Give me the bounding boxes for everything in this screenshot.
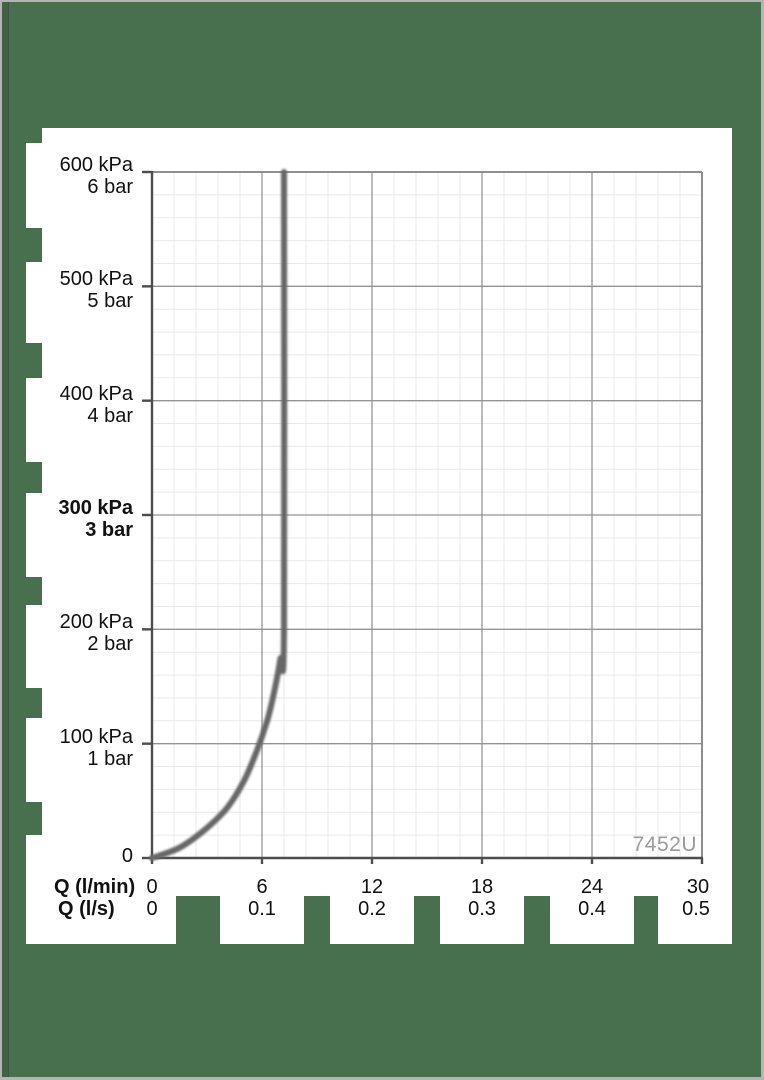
x-tick-backplate-24 <box>550 896 634 944</box>
y-label-kpa: 300 kPa <box>58 497 133 519</box>
x-tick-lmin-24: 24 <box>580 876 604 898</box>
x-tick-lmin-0: 0 <box>146 876 158 898</box>
y-label-backplate-100 <box>26 718 46 802</box>
x-tick-ls-0: 0 <box>146 898 158 920</box>
y-label-bar: 5 bar <box>87 290 133 312</box>
y-label-backplate-400 <box>26 378 46 462</box>
y-label-kpa: 200 kPa <box>59 611 133 633</box>
y-label-bar: 4 bar <box>87 405 133 427</box>
y-label-kpa: 400 kPa <box>59 383 133 405</box>
page-border-top <box>0 0 764 2</box>
y-axis-label-1: 500 kPa 5 bar <box>26 268 133 312</box>
y-axis-zero-label: 0 <box>121 845 133 867</box>
x-tick-ls-01: 0.1 <box>248 898 276 920</box>
x-tick-ls-02: 0.2 <box>358 898 386 920</box>
product-code-watermark: 7452U <box>632 833 697 856</box>
y-label-backplate-300 <box>26 493 46 577</box>
x-tick-lmin-12: 12 <box>360 876 384 898</box>
left-edge-shadow <box>2 2 9 1077</box>
x-tick-lmin-6: 6 <box>256 876 268 898</box>
x-tick-lmin-18: 18 <box>470 876 494 898</box>
x-axis-unit-ls: Q (l/s) <box>58 898 115 920</box>
x-tick-ls-05: 0.5 <box>682 898 710 920</box>
x-tick-ls-04: 0.4 <box>578 898 606 920</box>
x-tick-backplate-6 <box>220 896 304 944</box>
y-axis-label-3: 300 kPa 3 bar <box>26 497 133 541</box>
y-label-bar: 1 bar <box>87 748 133 770</box>
y-label-kpa: 600 kPa <box>59 154 133 176</box>
y-label-bar: 3 bar <box>85 519 133 541</box>
page-border-bottom <box>0 1077 764 1080</box>
page-border-right <box>761 0 764 1080</box>
y-axis-label-4: 200 kPa 2 bar <box>26 611 133 655</box>
x-tick-backplate-30 <box>658 896 732 944</box>
y-label-backplate-600 <box>26 143 46 228</box>
x-tick-backplate-18 <box>440 896 524 944</box>
y-axis-label-5: 100 kPa 1 bar <box>26 726 133 770</box>
chart-panel <box>42 128 732 896</box>
y-label-backplate-500 <box>26 262 46 343</box>
y-label-kpa: 100 kPa <box>59 726 133 748</box>
page-border-left <box>0 0 2 1080</box>
x-tick-ls-03: 0.3 <box>468 898 496 920</box>
y-axis-label-0: 600 kPa 6 bar <box>26 154 133 198</box>
x-axis-unit-lmin: Q (l/min) <box>54 876 136 898</box>
y-label-bar: 2 bar <box>87 633 133 655</box>
x-tick-lmin-30: 30 <box>686 876 710 898</box>
y-label-backplate-200 <box>26 605 46 688</box>
y-axis-label-2: 400 kPa 4 bar <box>26 383 133 427</box>
y-label-bar: 6 bar <box>87 176 133 198</box>
x-tick-backplate-12 <box>330 896 414 944</box>
y-label-kpa: 500 kPa <box>59 268 133 290</box>
